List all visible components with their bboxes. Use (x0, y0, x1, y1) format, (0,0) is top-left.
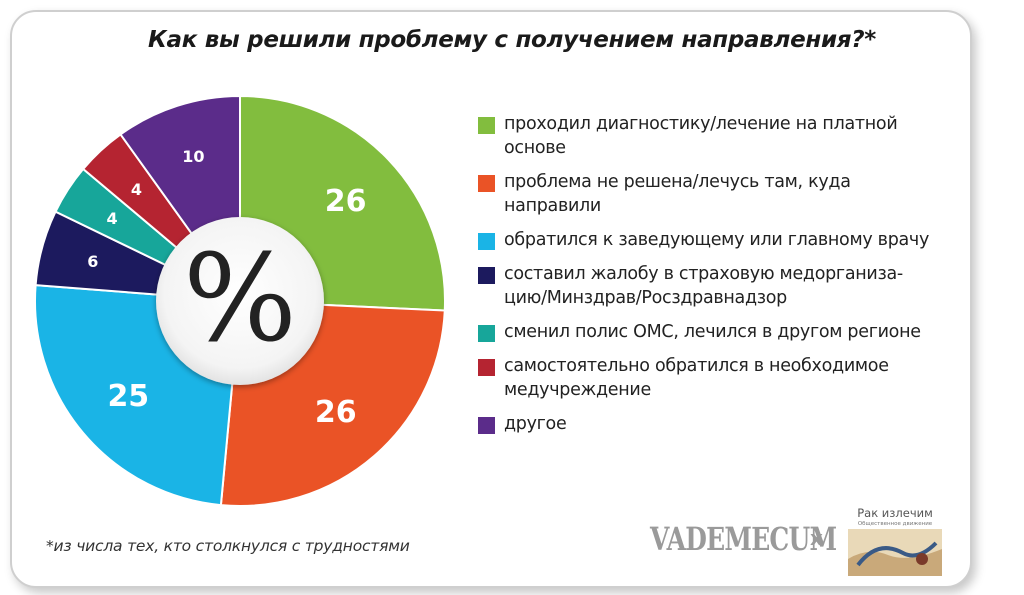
legend-label-line: направили (504, 196, 601, 216)
legend-label-line: другое (504, 414, 567, 434)
legend-label-line: проблема не решена/лечусь там, куда (504, 172, 851, 192)
pie-data-label: 6 (87, 252, 98, 271)
pie-data-label: 4 (131, 180, 142, 199)
legend-swatch (478, 233, 495, 250)
brand-separator: x (810, 526, 823, 550)
pie-data-label: 26 (325, 184, 367, 219)
legend-swatch (478, 359, 495, 376)
footnote: *из числа тех, кто столкнулся с трудност… (46, 537, 410, 555)
pie-center-hole (156, 217, 324, 385)
pie-data-label: 25 (107, 379, 149, 414)
legend-item: проблема не решена/лечусь там, куда напра… (478, 170, 948, 218)
partner-logo: Рак излечим Общественное движение (846, 506, 944, 576)
legend-item: самостоятельно обратился в необходимое ме… (478, 354, 948, 402)
partner-logo-art (848, 529, 942, 576)
legend-label-line: медучреждение (504, 380, 651, 400)
legend-item: сменил полис ОМС, лечился в другом регио… (478, 320, 948, 344)
legend-label-line: сменил полис ОМС, лечился в другом регио… (504, 322, 921, 342)
legend: проходил диагностику/лечение на платной о… (478, 112, 948, 446)
legend-item: другое (478, 412, 948, 436)
pie-data-label: 26 (315, 395, 357, 430)
pie-chart: % 26 26 25 6 44 10 (34, 94, 446, 507)
legend-label-line: составил жалобу в страховую медорганиза- (504, 264, 903, 284)
legend-swatch (478, 325, 495, 342)
legend-swatch (478, 267, 495, 284)
legend-item: составил жалобу в страховую медорганиза-… (478, 262, 948, 310)
legend-item: обратился к заведующему или главному вра… (478, 228, 948, 252)
pie-data-label: 4 (106, 209, 117, 228)
partner-logo-name: Рак излечим (857, 506, 933, 520)
legend-swatch (478, 175, 495, 192)
legend-label-line: основе (504, 138, 566, 158)
legend-swatch (478, 117, 495, 134)
partner-logo-subtitle: Общественное движение (857, 521, 933, 527)
pie-data-labels: 26 26 25 6 44 10 (87, 147, 366, 430)
legend-label-line: цию/Минздрав/Росздравнадзор (504, 288, 787, 308)
chart-title: Как вы решили проблему с получением напр… (147, 27, 877, 53)
center-percent-label: % (183, 230, 297, 369)
vademecum-logo: VADEMECUM (650, 520, 837, 558)
legend-label-line: проходил диагностику/лечение на платной (504, 114, 898, 134)
pie-data-label: 10 (182, 147, 204, 166)
legend-item: проходил диагностику/лечение на платной о… (478, 112, 948, 160)
legend-label-line: самостоятельно обратился в необходимое (504, 356, 889, 376)
legend-label-line: обратился к заведующему или главному вра… (504, 230, 930, 250)
legend-swatch (478, 417, 495, 434)
